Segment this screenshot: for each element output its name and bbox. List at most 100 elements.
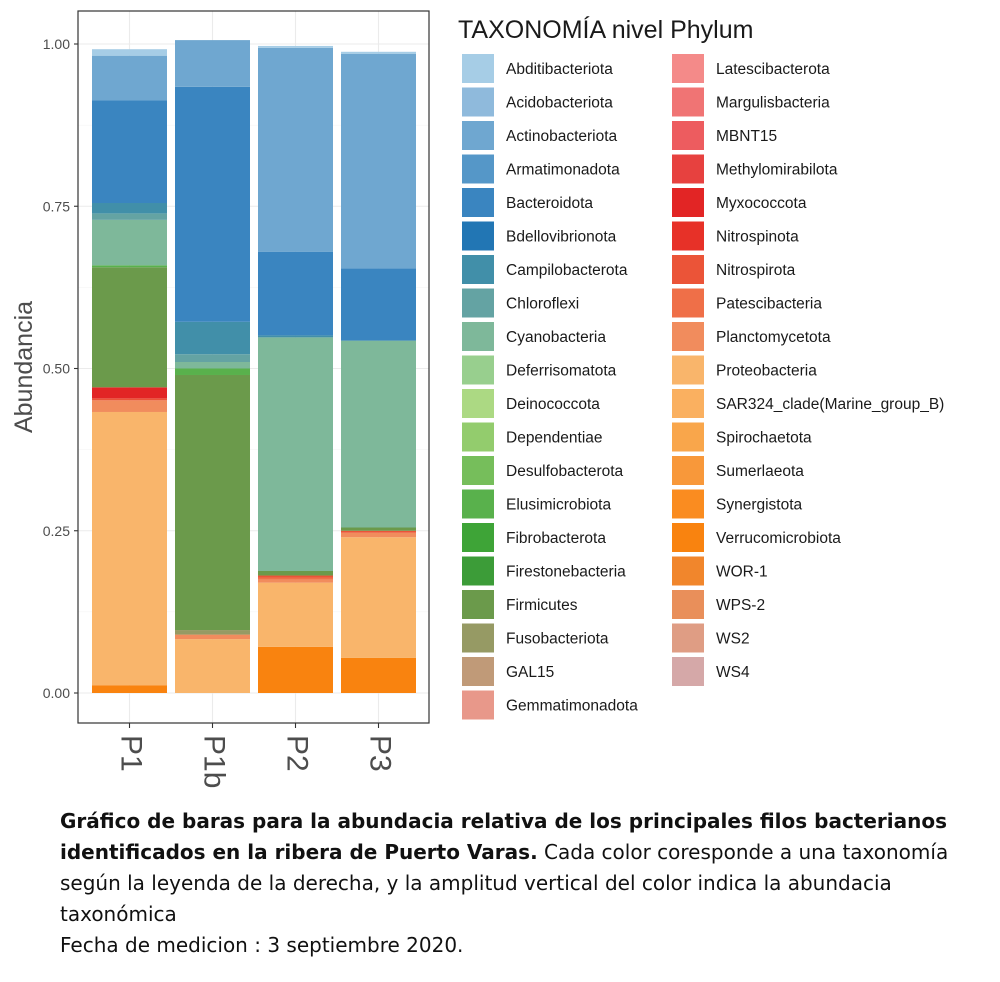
chart: 0.00 0.25 0.50 0.75 1.00 P1 P1b P2 P3 Abundanci… xyxy=(10,10,944,788)
legend-key xyxy=(462,54,494,83)
legend-label: Synergistota xyxy=(716,497,803,514)
x-tick-label: P2 xyxy=(281,735,314,772)
legend-label: Armatimonadota xyxy=(506,162,620,179)
caption-text-2: Cada color coresponde a una taxonomía xyxy=(537,840,949,864)
caption-bold-2: identificados en la ribera de Puerto Var… xyxy=(60,840,538,864)
legend-label: Desulfobacterota xyxy=(506,463,624,480)
bar-segment xyxy=(175,362,250,369)
x-tick-label: P1b xyxy=(198,735,231,788)
bar-segment xyxy=(341,532,416,538)
legend-label: Bdellovibrionota xyxy=(506,229,617,246)
caption-line-3: según la leyenda de la derecha, y la amp… xyxy=(60,871,892,895)
legend-key xyxy=(462,422,494,452)
legend-label: Latescibacterota xyxy=(716,61,830,78)
bar-segment xyxy=(175,86,250,322)
legend-key xyxy=(672,322,704,351)
bar-segment xyxy=(175,354,250,363)
legend-key xyxy=(462,389,494,418)
legend-label: Proteobacteria xyxy=(716,363,817,380)
legend-key xyxy=(462,121,494,150)
legend-key xyxy=(672,221,704,251)
legend-key xyxy=(462,556,494,586)
legend-label: Deinococcota xyxy=(506,396,600,413)
y-tick-label: 0.50 xyxy=(43,361,70,377)
legend-key xyxy=(462,690,494,720)
legend-label: Fibrobacterota xyxy=(506,530,606,547)
y-tick-label: 0.00 xyxy=(43,685,70,701)
bar-segment xyxy=(175,639,250,693)
bar-segment xyxy=(258,335,333,338)
bar-segment xyxy=(341,51,416,54)
legend: Abditibacteriota Acidobacteriota Actinobac… xyxy=(462,54,944,720)
legend-key xyxy=(462,255,494,284)
bar-segment xyxy=(92,265,167,268)
legend-label: Actinobacteriota xyxy=(506,128,618,145)
bar-segment xyxy=(258,646,333,693)
bar-segment xyxy=(92,411,167,686)
legend-key xyxy=(462,657,494,686)
legend-key xyxy=(462,221,494,251)
bar-segment xyxy=(92,400,167,412)
legend-label: Fusobacteriota xyxy=(506,631,609,648)
legend-label: Spirochaetota xyxy=(716,430,812,447)
legend-label: Firmicutes xyxy=(506,597,578,614)
legend-key xyxy=(672,489,704,519)
legend-label: Bacteroidota xyxy=(506,195,593,212)
x-tick-label: P1 xyxy=(115,735,148,772)
legend-key xyxy=(462,456,494,485)
legend-label: Acidobacteriota xyxy=(506,95,613,112)
y-tick-label: 0.25 xyxy=(43,523,70,539)
bar-segment xyxy=(258,577,333,580)
legend-label: SAR324_clade(Marine_group_B) xyxy=(716,396,944,413)
legend-key xyxy=(672,288,704,318)
bar-segment xyxy=(92,100,167,204)
caption-line-4: taxonómica xyxy=(60,902,177,926)
legend-label: Margulisbacteria xyxy=(716,95,830,112)
bar-segment xyxy=(341,268,416,341)
legend-key xyxy=(672,590,704,619)
bar-segment xyxy=(341,537,416,658)
legend-label: Chloroflexi xyxy=(506,296,579,313)
legend-label: Gemmatimonadota xyxy=(506,698,638,715)
caption-line-1: Gráfico de baras para la abundacia relat… xyxy=(60,806,960,837)
legend-key xyxy=(672,389,704,418)
bar-segment xyxy=(341,340,416,528)
bar-segment xyxy=(175,321,250,355)
legend-key xyxy=(462,590,494,619)
bar-segment xyxy=(341,527,416,531)
bar-segment xyxy=(92,213,167,220)
legend-label: Methylomirabilota xyxy=(716,162,838,179)
legend-key xyxy=(672,556,704,586)
legend-key xyxy=(672,422,704,452)
legend-key xyxy=(462,489,494,519)
bar-segment xyxy=(92,55,167,101)
bar-segment xyxy=(175,634,250,640)
legend-label: Deferrisomatota xyxy=(506,363,617,380)
legend-label: Sumerlaeota xyxy=(716,463,804,480)
legend-key xyxy=(462,288,494,318)
legend-key xyxy=(462,188,494,217)
bar-segment xyxy=(258,570,333,576)
legend-label: WS4 xyxy=(716,664,750,681)
legend-key xyxy=(462,523,494,552)
legend-label: WOR-1 xyxy=(716,564,768,581)
bar-segment xyxy=(92,219,167,266)
caption-line-5: Fecha de medicion : 3 septiembre 2020. xyxy=(60,933,464,957)
legend-key xyxy=(462,623,494,653)
bar-segment xyxy=(258,579,333,583)
caption-line-2: identificados en la ribera de Puerto Var… xyxy=(60,837,960,868)
bar-segment xyxy=(92,398,167,401)
bar-segment xyxy=(175,374,250,631)
legend-key xyxy=(462,154,494,184)
bar-segment xyxy=(258,582,333,647)
bar-segment xyxy=(92,49,167,56)
caption: Gráfico de baras para la abundacia relat… xyxy=(60,806,960,961)
legend-key xyxy=(672,188,704,217)
bar-segment xyxy=(258,575,333,578)
legend-key xyxy=(672,523,704,552)
x-axis: P1 P1b P2 P3 xyxy=(115,723,397,788)
legend-key xyxy=(672,54,704,83)
bar-segment xyxy=(341,53,416,269)
legend-label: Planctomycetota xyxy=(716,329,831,346)
legend-label: Cyanobacteria xyxy=(506,329,606,346)
